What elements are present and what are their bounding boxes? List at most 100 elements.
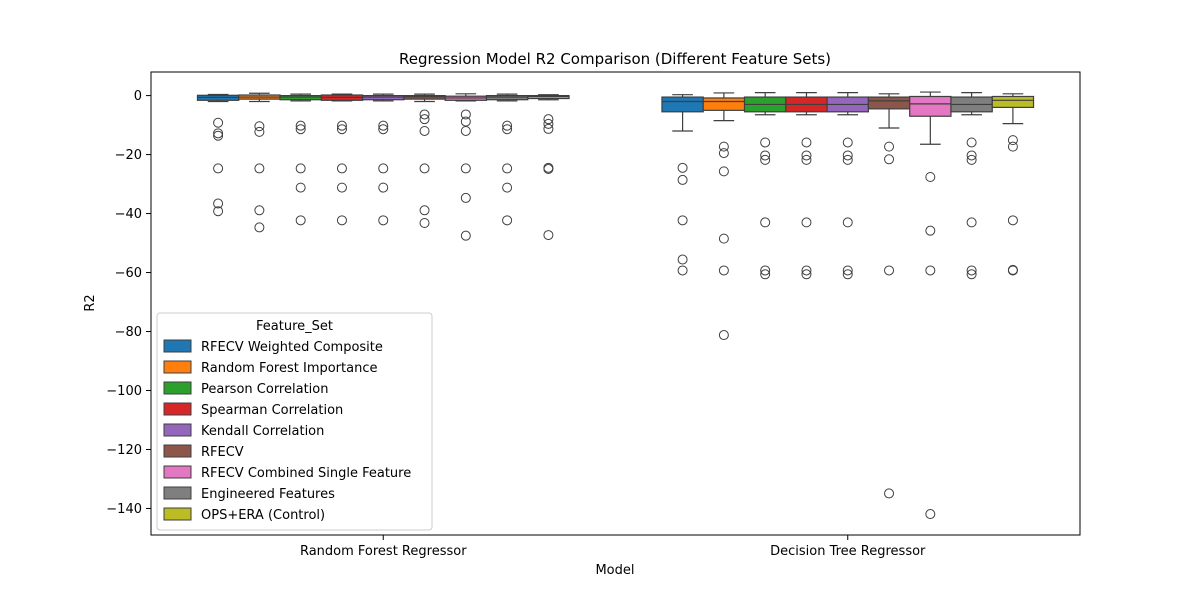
- y-tick-label: −140: [106, 502, 142, 517]
- outlier-point: [378, 124, 389, 135]
- outlier-point: [801, 137, 812, 148]
- legend-swatch: [163, 381, 192, 395]
- outlier-point: [543, 118, 554, 129]
- box-1-1: [702, 92, 746, 341]
- legend-label: Spearman Correlation: [201, 403, 343, 418]
- outlier-point: [543, 114, 554, 125]
- legend-label: RFECV: [201, 445, 244, 460]
- outlier-point: [254, 222, 265, 233]
- plot-area: [196, 91, 1035, 520]
- legend-swatch: [163, 402, 192, 416]
- legend-item: Pearson Correlation: [163, 381, 328, 397]
- box-1-5: [867, 93, 911, 499]
- legend-swatch: [163, 507, 192, 521]
- outlier-point: [502, 124, 513, 135]
- outlier-point: [966, 150, 977, 161]
- legend-frame: [156, 312, 433, 531]
- legend-item: RFECV Combined Single Feature: [163, 465, 411, 481]
- outlier-point: [419, 125, 430, 136]
- box-0-3: [320, 93, 364, 226]
- outlier-point: [1007, 265, 1018, 276]
- outlier-point: [884, 141, 895, 152]
- legend-label: Engineered Features: [201, 487, 335, 502]
- legend-label: Pearson Correlation: [201, 382, 328, 397]
- x-axis-label: Model: [595, 563, 634, 578]
- outlier-point: [213, 163, 224, 174]
- outlier-point: [419, 205, 430, 216]
- legend-swatch: [163, 339, 192, 353]
- outlier-point: [213, 130, 224, 141]
- outlier-point: [378, 182, 389, 193]
- axes: 0 −20 −40 −60 −80 −100 −120 −140 Random Forest R…: [106, 71, 1081, 559]
- legend-item: Engineered Features: [163, 486, 335, 502]
- box-1-8: [991, 93, 1035, 276]
- y-tick-label: −80: [115, 325, 142, 340]
- outlier-point: [718, 148, 729, 159]
- outlier-point: [966, 217, 977, 228]
- outlier-point: [213, 117, 224, 128]
- legend: Feature_Set RFECV Weighted Composite Rando…: [156, 312, 433, 531]
- outlier-point: [842, 269, 853, 280]
- outlier-point: [502, 182, 513, 193]
- box-0-8: [527, 94, 570, 241]
- outlier-point: [718, 265, 729, 276]
- outlier-point: [842, 265, 853, 276]
- outlier-point: [254, 163, 265, 174]
- outlier-point: [460, 125, 471, 136]
- chart-title: Regression Model R2 Comparison (Differen…: [399, 50, 831, 68]
- box-0-7: [485, 93, 529, 226]
- y-tick-label: 0: [134, 89, 142, 104]
- y-tick-label: −20: [115, 148, 142, 163]
- outlier-point: [884, 488, 895, 499]
- outlier-point: [1007, 141, 1018, 152]
- plot-frame: [150, 71, 1081, 536]
- legend-item: OPS+ERA (Control): [163, 507, 325, 523]
- outlier-point: [254, 126, 265, 137]
- outlier-point: [543, 123, 554, 134]
- legend-item: Random Forest Importance: [163, 360, 377, 376]
- outlier-point: [336, 215, 347, 226]
- legend-item: RFECV: [163, 444, 244, 460]
- outlier-point: [801, 154, 812, 165]
- outlier-point: [677, 174, 688, 185]
- outlier-point: [718, 330, 729, 341]
- outlier-point: [677, 265, 688, 276]
- outlier-point: [419, 163, 430, 174]
- x-tick-label: Decision Tree Regressor: [770, 544, 926, 559]
- legend-label: Random Forest Importance: [201, 361, 377, 376]
- outlier-point: [295, 163, 306, 174]
- outlier-point: [213, 198, 224, 209]
- box-1-4: [826, 92, 869, 280]
- legend-swatch: [163, 423, 192, 437]
- outlier-point: [460, 192, 471, 203]
- outlier-point: [543, 230, 554, 241]
- outlier-point: [1007, 135, 1018, 146]
- outlier-point: [801, 217, 812, 228]
- outlier-point: [760, 217, 771, 228]
- outlier-point: [502, 215, 513, 226]
- box-0-1: [238, 92, 281, 233]
- outlier-point: [801, 150, 812, 161]
- outlier-point: [336, 120, 347, 131]
- outlier-point: [925, 265, 936, 276]
- outlier-point: [295, 120, 306, 131]
- box-0-5: [403, 93, 446, 228]
- outlier-point: [460, 116, 471, 127]
- outlier-point: [760, 265, 771, 276]
- box-0-6: [444, 93, 488, 241]
- outlier-point: [254, 121, 265, 132]
- outlier-point: [966, 154, 977, 165]
- y-tick-label: −120: [106, 443, 142, 458]
- outlier-point: [966, 265, 977, 276]
- y-axis-label: R2: [83, 294, 98, 311]
- outlier-point: [254, 205, 265, 216]
- outlier-point: [460, 109, 471, 120]
- outlier-point: [295, 215, 306, 226]
- legend-label: Kendall Correlation: [201, 424, 324, 439]
- outlier-point: [502, 120, 513, 131]
- legend-swatch: [163, 444, 192, 458]
- outlier-point: [378, 120, 389, 131]
- legend-title: Feature_Set: [256, 319, 333, 334]
- outlier-point: [842, 154, 853, 165]
- outlier-point: [842, 137, 853, 148]
